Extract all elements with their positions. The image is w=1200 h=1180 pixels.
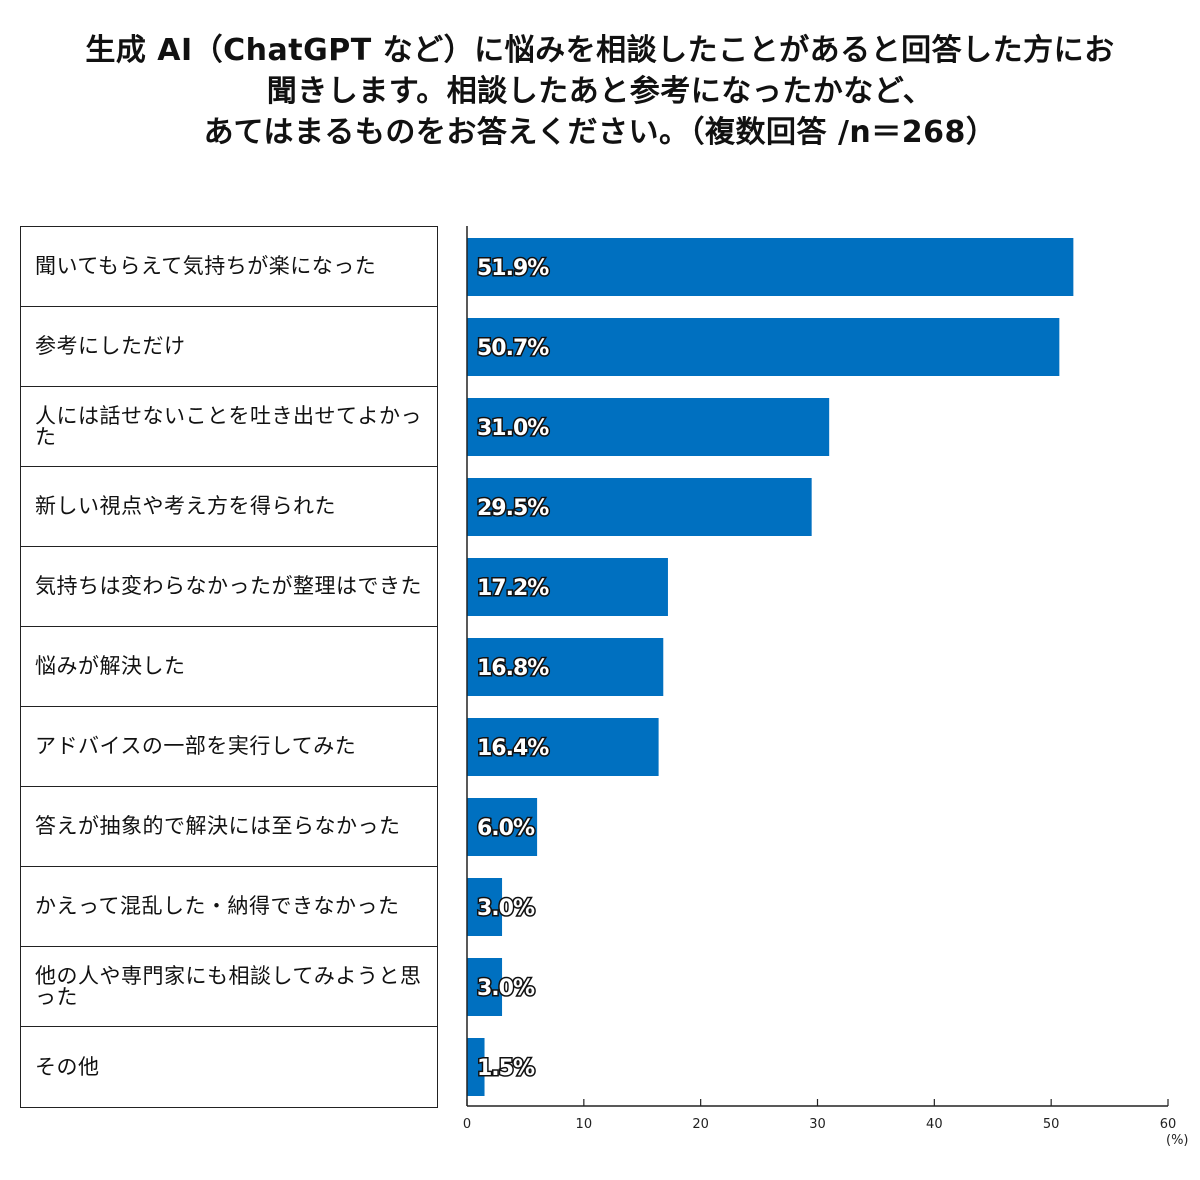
x-tick-label: 30 xyxy=(809,1117,826,1132)
category-label: 悩みが解決した xyxy=(21,627,437,707)
category-label: 聞いてもらえて気持ちが楽になった xyxy=(21,227,437,307)
bar xyxy=(467,638,664,696)
chart-title: 生成 AI（ChatGPT など）に悩みを相談したことがあると回答した方にお 聞… xyxy=(0,30,1200,153)
category-label: 人には話せないことを吐き出せてよかった xyxy=(21,387,437,467)
bar xyxy=(467,798,538,856)
bar xyxy=(467,398,830,456)
bar xyxy=(467,318,1060,376)
category-label: かえって混乱した・納得できなかった xyxy=(21,867,437,947)
bar-value-label: 16.4% xyxy=(477,736,549,761)
bar-value-label: 51.9% xyxy=(477,256,549,281)
bar-value-label: 1.5% xyxy=(477,1056,535,1081)
bar xyxy=(467,718,659,776)
category-label: アドバイスの一部を実行してみた xyxy=(21,707,437,787)
x-tick-label: 50 xyxy=(1043,1117,1060,1132)
bar-value-label: 3.0% xyxy=(477,896,535,921)
bar-value-label: 6.0% xyxy=(477,816,535,841)
category-label: 参考にしただけ xyxy=(21,307,437,387)
bar xyxy=(467,478,812,536)
category-label: 気持ちは変わらなかったが整理はできた xyxy=(21,547,437,627)
bar-value-label: 17.2% xyxy=(477,576,549,601)
title-line-3: あてはまるものをお答えください。（複数回答 /n＝268） xyxy=(203,115,997,150)
bar-chart: 51.9% 50.7% 31.0% 29.5% 17.2% 16.8% 16.4% 6.0% 3… xyxy=(463,226,1189,1148)
bar xyxy=(467,878,503,936)
x-tick-label: 20 xyxy=(692,1117,709,1132)
x-tick-label: 0 xyxy=(463,1117,471,1132)
bar-value-label: 50.7% xyxy=(477,336,549,361)
bar xyxy=(467,238,1074,296)
bar xyxy=(467,1038,485,1096)
category-label: その他 xyxy=(35,1054,100,1079)
bar-value-label: 31.0% xyxy=(477,416,549,441)
bar-value-label: 16.8% xyxy=(477,656,549,681)
category-label-table: 聞いてもらえて気持ちが楽になった 参考にしただけ 人には話せないことを吐き出せてよか… xyxy=(20,226,438,1108)
category-label: 他の人や専門家にも相談してみようと思った xyxy=(21,947,437,1027)
x-unit-label: (%) xyxy=(1166,1133,1189,1148)
title-line-1: 生成 AI（ChatGPT など）に悩みを相談したことがあると回答した方にお xyxy=(85,33,1115,68)
bar xyxy=(467,558,668,616)
category-label: 新しい視点や考え方を得られた xyxy=(21,467,437,547)
x-tick-label: 60 xyxy=(1160,1117,1177,1132)
bar-value-label: 29.5% xyxy=(477,496,549,521)
x-tick-label: 40 xyxy=(926,1117,943,1132)
category-label: 答えが抽象的で解決には至らなかった xyxy=(21,787,437,867)
title-line-2: 聞きします。相談したあと参考になったかなど、 xyxy=(266,74,934,109)
bar-value-label: 3.0% xyxy=(477,976,535,1001)
x-tick-label: 10 xyxy=(576,1117,593,1132)
bar xyxy=(467,958,503,1016)
